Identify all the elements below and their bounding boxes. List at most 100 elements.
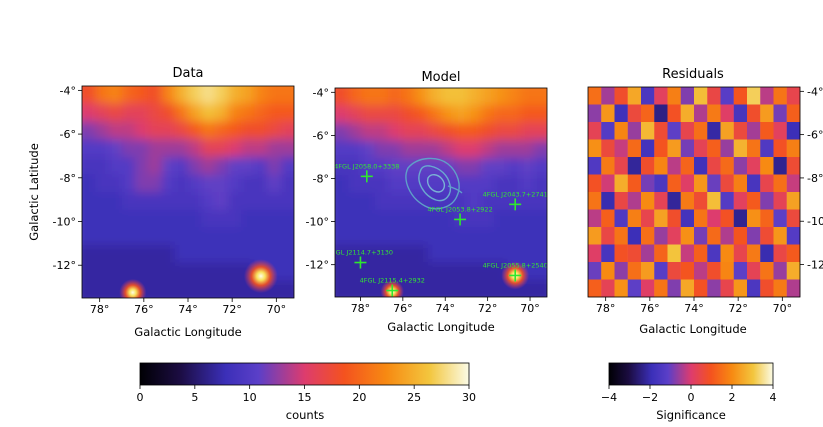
residuals-heat-cell	[627, 227, 642, 245]
data-heat-cell	[174, 280, 189, 298]
data-heat-cell	[214, 139, 229, 158]
data-heat-cell	[135, 227, 149, 246]
model-heat-cell	[494, 157, 508, 176]
model-heat-cell	[507, 157, 522, 176]
residuals-heat-cell	[654, 104, 668, 123]
residuals-heat-cell	[654, 174, 668, 193]
model-heat-cell	[374, 105, 389, 124]
model-heat-cell	[494, 122, 508, 141]
data-heat-cell	[280, 174, 294, 193]
model-heat-cell	[441, 122, 455, 141]
data-xtick-label: 70°	[267, 303, 287, 316]
residuals-heat-cell	[760, 279, 774, 298]
counts-colorbar-tick-label: 10	[243, 391, 257, 404]
data-heat-cell	[201, 103, 216, 122]
residuals-heat-cell	[747, 192, 761, 210]
data-heat-cell	[148, 139, 163, 158]
data-heat-cell	[108, 227, 123, 246]
residuals-heat-cell	[654, 209, 668, 228]
data-heat-cell	[135, 139, 149, 158]
residuals-heat-cell	[707, 87, 721, 105]
residuals-heat-cell	[627, 244, 642, 263]
model-ytick-label: -4°	[313, 86, 329, 99]
data-heat-cell	[214, 192, 229, 211]
significance-colorbar-tick-label: −2	[642, 391, 658, 404]
data-heat-cell	[161, 86, 176, 105]
residuals-heat-cell	[601, 192, 615, 210]
residuals-heat-cell	[747, 227, 761, 245]
data-heat-cell	[227, 103, 242, 122]
residuals-heat-cell	[680, 174, 695, 193]
model-heat-cell	[335, 122, 349, 141]
counts-colorbar-tick-label: 20	[352, 391, 366, 404]
residuals-heat-cell	[720, 192, 734, 210]
model-heat-cell	[494, 175, 508, 194]
model-heat-cell	[361, 209, 376, 228]
data-heat-cell	[148, 121, 163, 140]
model-heat-cell	[374, 157, 389, 176]
model-heat-cell	[494, 227, 508, 246]
residuals-heat-cell	[627, 192, 642, 210]
residuals-heat-cell	[627, 209, 642, 228]
residuals-heat-cell	[601, 122, 615, 140]
data-heat-cell	[135, 174, 149, 193]
residuals-heat-cell	[747, 104, 761, 123]
data-heat-cell	[161, 121, 176, 140]
residuals-heat-cell	[588, 192, 602, 210]
residuals-heat-cell	[786, 174, 801, 193]
data-heat-cell	[174, 209, 189, 228]
model-heat-cell	[441, 262, 455, 281]
data-heat-cell	[174, 262, 189, 281]
model-contours	[405, 157, 463, 210]
residuals-heat-cell	[760, 209, 774, 228]
model-heat-cell	[533, 140, 547, 159]
model-heat-cell	[414, 175, 429, 194]
data-heat-cell	[188, 262, 202, 281]
data-heat-cell	[95, 192, 110, 211]
residuals-heat-cell	[601, 227, 615, 245]
data-heat-cell	[121, 103, 136, 122]
data-heat-cell	[174, 174, 189, 193]
model-heat-cell	[414, 244, 429, 263]
data-heat-cell	[201, 174, 216, 193]
data-xtick-label: 74°	[178, 303, 198, 316]
residuals-heat-cell	[786, 209, 801, 228]
residuals-heat-cell	[614, 174, 628, 193]
model-heat-cell	[533, 105, 547, 124]
model-heat-cell	[467, 279, 482, 297]
data-heat-cell	[95, 174, 110, 193]
residuals-axis-ticks: 78° 76° 74° 72° 70° -4° -6° -8° -10° -12°	[596, 85, 823, 315]
residuals-heat-cell	[680, 104, 695, 123]
model-heat-cell	[520, 88, 535, 107]
residuals-heat-cell	[654, 192, 668, 210]
residuals-heat-cell	[641, 104, 655, 123]
residuals-heat-cell	[786, 279, 801, 298]
data-ytick-label: -6°	[60, 128, 76, 141]
data-heat-cell	[254, 245, 269, 264]
model-heat-cell	[507, 105, 522, 124]
model-heat-cell	[374, 244, 389, 263]
model-heat-cell	[361, 227, 376, 246]
model-ytick-label: -8°	[313, 172, 329, 185]
model-heat-cell	[401, 262, 416, 281]
model-heat-cell	[361, 88, 376, 107]
model-heat-cell	[480, 227, 495, 246]
model-heat-cell	[520, 157, 535, 176]
significance-colorbar-label: Significance	[656, 408, 726, 422]
residuals-heat-cell	[614, 157, 628, 175]
model-heat-cell	[388, 122, 402, 141]
residuals-heat-cell	[601, 262, 615, 280]
model-heat-cell	[427, 279, 442, 297]
residuals-heat-cell	[760, 139, 774, 158]
data-xlabel: Galactic Longitude	[134, 325, 241, 339]
model-heat-cell	[348, 192, 363, 211]
data-heat-cell	[161, 227, 176, 246]
model-xtick-label: 70°	[520, 302, 540, 315]
residuals-heat-cell	[707, 122, 721, 140]
residuals-heat-cell	[588, 122, 602, 140]
model-heat-cell	[480, 175, 495, 194]
data-heat-cell	[82, 103, 96, 122]
model-heat-cell	[454, 192, 469, 211]
data-heat-cell	[201, 227, 216, 246]
model-heat-cell	[507, 209, 522, 228]
